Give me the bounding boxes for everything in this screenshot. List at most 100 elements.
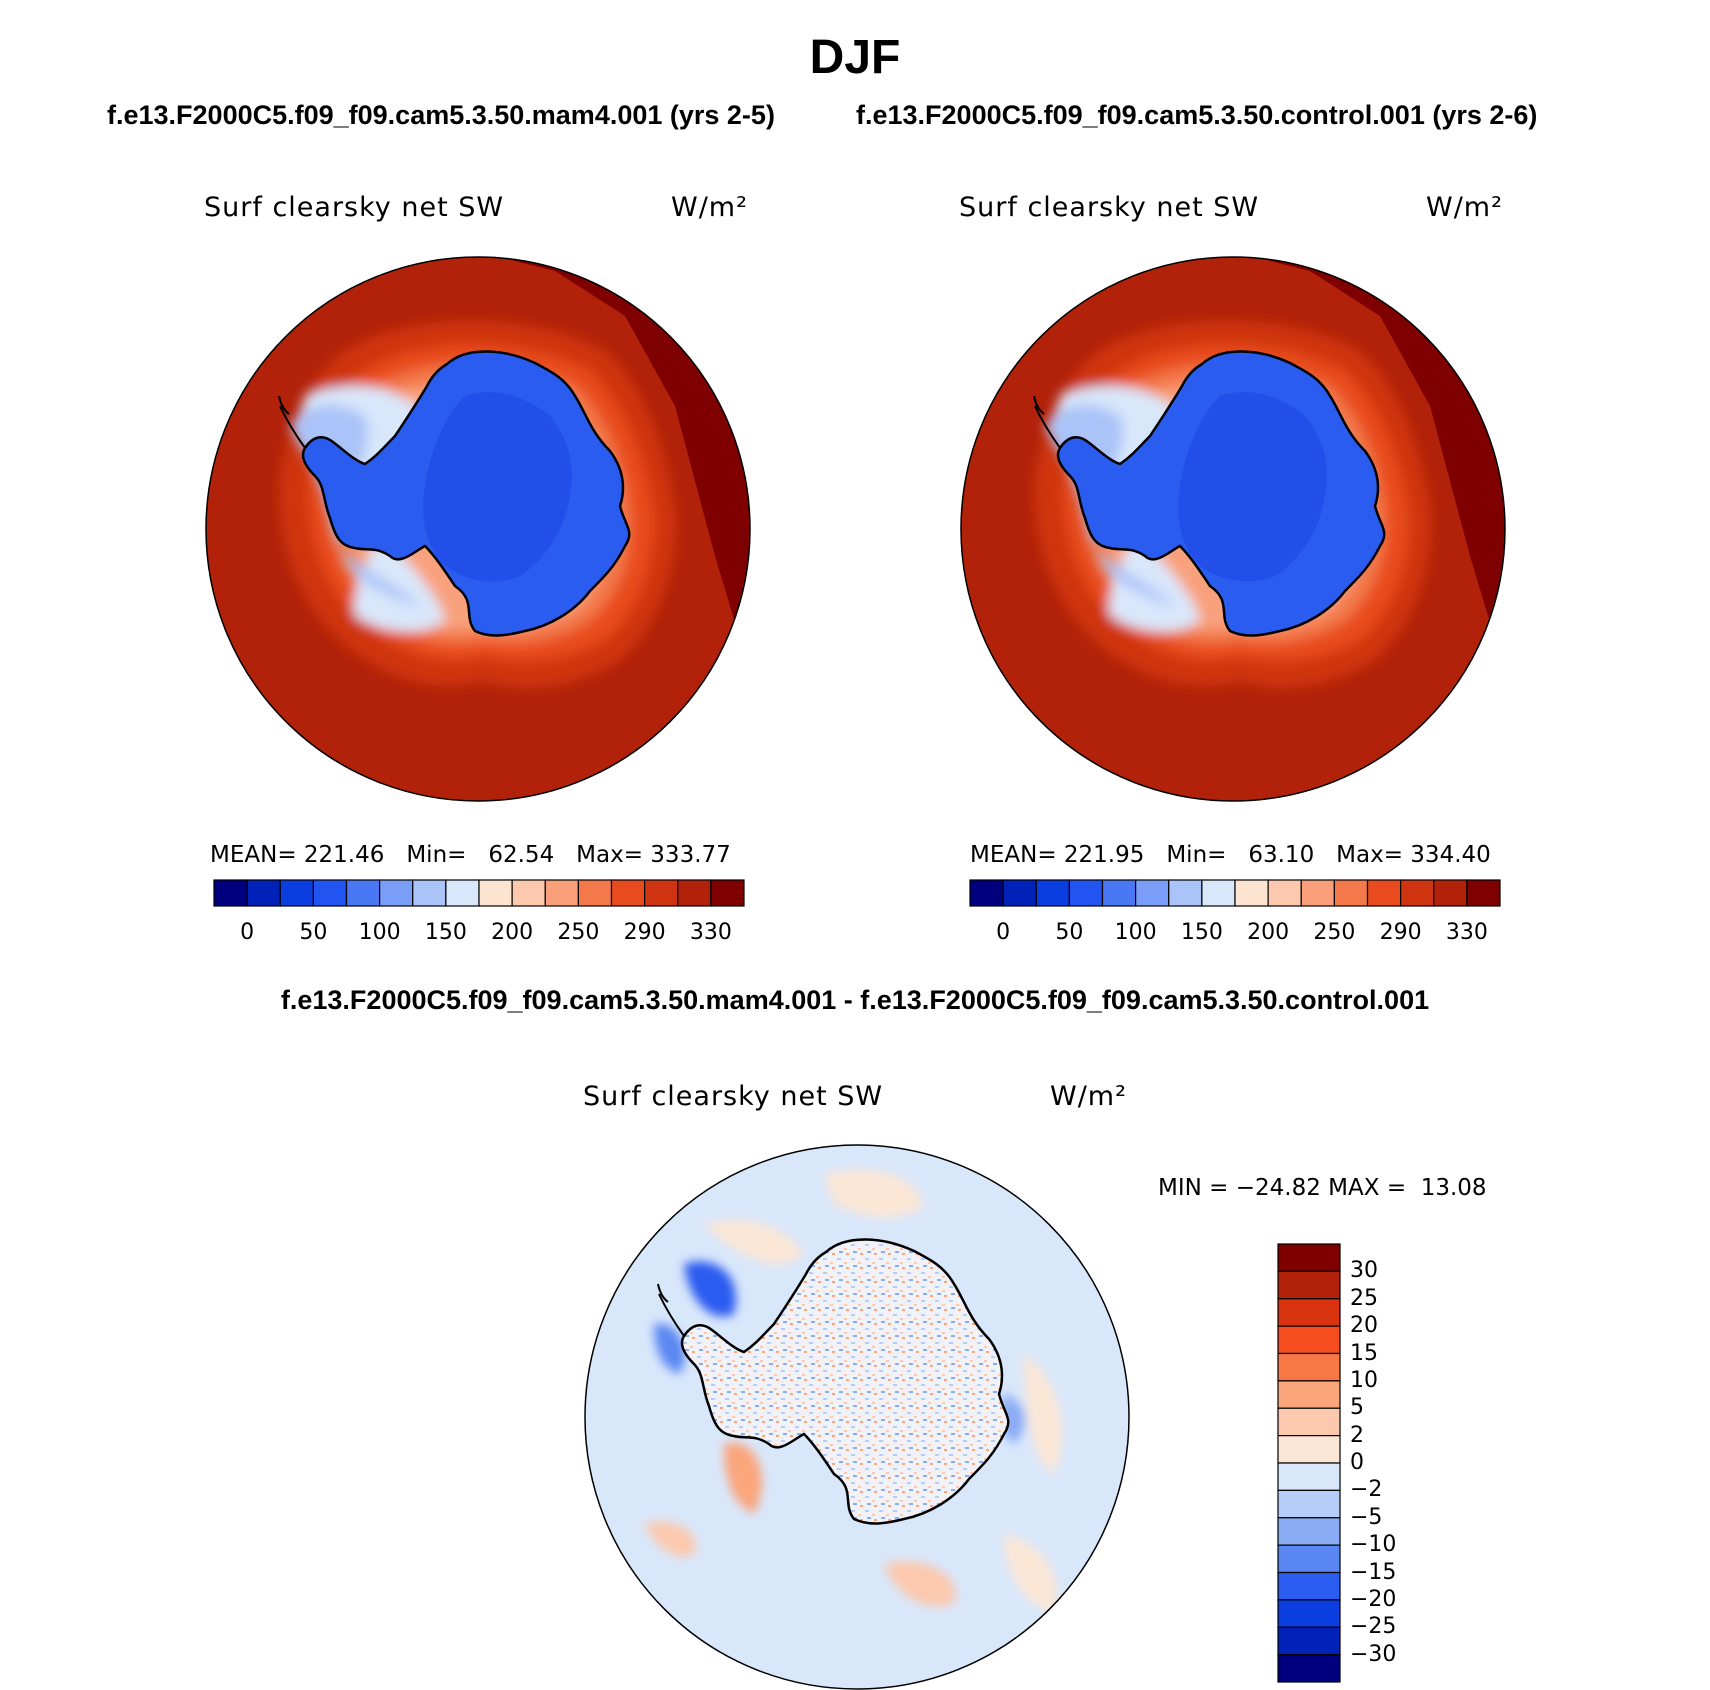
colorbar-swatch (345, 879, 381, 907)
colorbar-swatch (1277, 1407, 1341, 1437)
right-max-label: Max= (1336, 842, 1403, 868)
colorbar-tick-label: 330 (1445, 920, 1488, 945)
colorbar-swatch (1101, 879, 1137, 907)
right-run-title: f.e13.F2000C5.f09_f09.cam5.3.50.control.… (856, 100, 1538, 130)
colorbar-swatch (1068, 879, 1104, 907)
colorbar-swatch (1277, 1380, 1341, 1409)
colorbar-tick-label: 5 (1350, 1395, 1364, 1421)
colorbar-swatch (1277, 1599, 1341, 1628)
colorbar-tick-label: 290 (1379, 920, 1422, 945)
colorbar-swatch (1277, 1435, 1341, 1464)
colorbar-swatch (544, 879, 579, 907)
right-polar-map (960, 256, 1506, 802)
left-min-label: Min= (406, 842, 467, 868)
colorbar-tick-label: 250 (557, 920, 600, 945)
colorbar-swatch (1277, 1571, 1341, 1601)
left-max-label: Max= (576, 842, 643, 868)
colorbar-tick-label: 0 (996, 920, 1011, 945)
colorbar-tick-label: 100 (358, 920, 401, 945)
left-stats: MEAN= 221.46 Min= 62.54 Max= 333.77 (210, 842, 731, 868)
colorbar-swatch (312, 879, 348, 907)
colorbar-swatch (1277, 1626, 1341, 1656)
colorbar-swatch (1168, 879, 1203, 907)
colorbar-tick-label: 150 (1180, 920, 1223, 945)
colorbar-swatch (1277, 1489, 1341, 1519)
colorbar-tick-label: −5 (1350, 1504, 1383, 1530)
season-title: DJF (809, 31, 901, 84)
diff-min-label: MIN = (1158, 1175, 1229, 1201)
diff-stats: MIN = −24.82 MAX = 13.08 (1158, 1175, 1487, 1201)
diff-plot-units: W/m² (1050, 1081, 1127, 1112)
difference-polar-map (584, 1144, 1130, 1690)
left-max-value: 333.77 (650, 842, 731, 868)
colorbar-swatch (610, 879, 646, 907)
colorbar-tick-label: 100 (1114, 920, 1157, 945)
colorbar-swatch (213, 879, 248, 907)
colorbar-swatch (644, 879, 679, 907)
right-plot-title: Surf clearsky net SW (959, 192, 1260, 223)
colorbar-tick-label: 290 (623, 920, 666, 945)
diff-max-value: 13.08 (1420, 1175, 1487, 1201)
right-max-value: 334.40 (1410, 842, 1491, 868)
colorbar-swatch (478, 879, 513, 907)
left-min-value: 62.54 (488, 842, 555, 868)
colorbar-swatch (1277, 1270, 1341, 1300)
colorbar-swatch (710, 879, 745, 907)
colorbar-tick-label: −20 (1350, 1586, 1397, 1612)
right-mean-value: 221.95 (1063, 842, 1145, 868)
left-polar-map (205, 256, 751, 802)
colorbar-swatch (1333, 879, 1369, 907)
colorbar-tick-label: 250 (1313, 920, 1356, 945)
left-plot-units: W/m² (671, 192, 748, 223)
left-colorbar (213, 879, 745, 907)
left-mean-label: MEAN= (210, 842, 297, 868)
colorbar-tick-label: −15 (1350, 1559, 1397, 1585)
colorbar-swatch (1035, 879, 1070, 907)
colorbar-swatch (379, 879, 414, 907)
colorbar-swatch (1002, 879, 1037, 907)
colorbar-tick-label: 10 (1350, 1367, 1378, 1393)
colorbar-tick-label: −10 (1350, 1532, 1397, 1558)
colorbar-swatch (1433, 879, 1468, 907)
right-colorbar (969, 879, 1501, 907)
right-mean-label: MEAN= (970, 842, 1057, 868)
right-min-label: Min= (1166, 842, 1227, 868)
colorbar-swatch (1277, 1544, 1341, 1574)
colorbar-swatch (511, 879, 546, 907)
colorbar-tick-label: 200 (491, 920, 534, 945)
left-run-title: f.e13.F2000C5.f09_f09.cam5.3.50.mam4.001… (107, 100, 775, 130)
colorbar-tick-label: 25 (1350, 1285, 1378, 1311)
colorbar-tick-label: 150 (424, 920, 467, 945)
colorbar-tick-label: −25 (1350, 1614, 1397, 1640)
difference-title: f.e13.F2000C5.f09_f09.cam5.3.50.mam4.001… (280, 985, 1430, 1015)
colorbar-tick-label: 330 (689, 920, 732, 945)
colorbar-swatch (1400, 879, 1435, 907)
colorbar-swatch (1201, 879, 1236, 907)
colorbar-swatch (969, 879, 1004, 907)
colorbar-swatch (1277, 1243, 1341, 1272)
colorbar-tick-label: 15 (1350, 1340, 1378, 1366)
colorbar-tick-label: 0 (240, 920, 255, 945)
colorbar-tick-label: 20 (1350, 1313, 1378, 1339)
difference-colorbar (1277, 1243, 1341, 1683)
diff-min-value: −24.82 (1235, 1175, 1321, 1201)
colorbar-swatch (1300, 879, 1335, 907)
colorbar-swatch (412, 879, 447, 907)
right-stats: MEAN= 221.95 Min= 63.10 Max= 334.40 (970, 842, 1491, 868)
colorbar-swatch (677, 879, 712, 907)
colorbar-swatch (1366, 879, 1402, 907)
colorbar-tick-label: 200 (1247, 920, 1290, 945)
colorbar-swatch (1277, 1517, 1341, 1546)
colorbar-swatch (1277, 1462, 1341, 1491)
colorbar-swatch (279, 879, 314, 907)
colorbar-swatch (1234, 879, 1269, 907)
colorbar-tick-label: −30 (1350, 1641, 1397, 1667)
colorbar-swatch (1277, 1654, 1341, 1683)
colorbar-swatch (577, 879, 613, 907)
diff-plot-title: Surf clearsky net SW (583, 1081, 884, 1112)
colorbar-tick-label: 50 (299, 920, 328, 945)
colorbar-tick-label: −2 (1350, 1477, 1383, 1503)
diff-max-label: MAX = (1328, 1175, 1407, 1201)
colorbar-swatch (1466, 879, 1501, 907)
colorbar-swatch (1267, 879, 1302, 907)
